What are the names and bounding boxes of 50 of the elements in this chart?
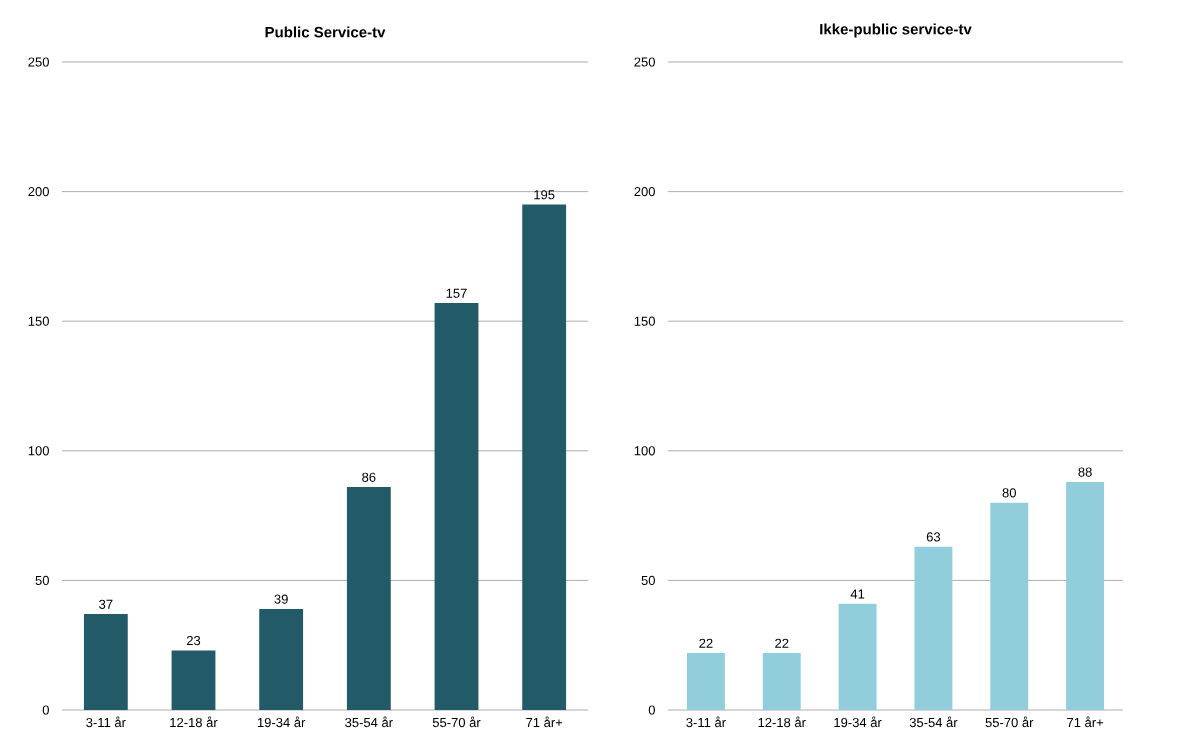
y-tick-label: 100 bbox=[28, 446, 49, 456]
chart-title: Ikke-public service-tv bbox=[820, 23, 972, 38]
y-tick-label: 150 bbox=[28, 316, 49, 326]
y-tick-label: 200 bbox=[28, 186, 49, 197]
bar bbox=[522, 204, 567, 710]
x-tick-label: 3-11 år bbox=[686, 716, 726, 728]
bar bbox=[171, 650, 216, 710]
y-tick-label: 200 bbox=[634, 186, 655, 197]
data-label: 157 bbox=[446, 288, 467, 298]
bar bbox=[990, 502, 1029, 710]
bar bbox=[434, 303, 479, 710]
x-tick-label: 55-70 år bbox=[985, 716, 1034, 728]
x-tick-label: 3-11 år bbox=[86, 716, 126, 728]
y-tick-label: 250 bbox=[28, 57, 49, 67]
y-tick-label: 50 bbox=[641, 575, 655, 585]
y-tick-label: 0 bbox=[42, 705, 49, 715]
bar bbox=[838, 603, 877, 710]
bar bbox=[346, 487, 391, 710]
bar bbox=[259, 608, 304, 710]
bar bbox=[762, 652, 801, 710]
y-tick-label: 150 bbox=[634, 316, 655, 326]
y-tick-label: 50 bbox=[35, 575, 49, 585]
x-tick-label: 12-18 år bbox=[170, 716, 218, 728]
y-tick-label: 0 bbox=[648, 705, 655, 715]
data-label: 195 bbox=[534, 190, 555, 200]
bar bbox=[914, 546, 953, 710]
x-tick-label: 55-70 år bbox=[432, 716, 481, 728]
bar bbox=[83, 614, 128, 710]
data-label: 41 bbox=[850, 589, 865, 599]
data-label: 22 bbox=[775, 638, 789, 648]
y-tick-label: 100 bbox=[634, 446, 655, 456]
bar bbox=[1066, 481, 1105, 710]
chart-title: Public Service-tv bbox=[265, 26, 386, 38]
data-label: 23 bbox=[186, 635, 201, 646]
x-tick-label: 19-34 år bbox=[257, 716, 306, 728]
data-label: 80 bbox=[1002, 488, 1016, 498]
data-label: 86 bbox=[362, 472, 376, 482]
x-tick-label: 71 år+ bbox=[526, 716, 563, 728]
y-tick-label: 250 bbox=[634, 57, 655, 67]
bar bbox=[686, 652, 725, 710]
data-label: 39 bbox=[274, 594, 288, 604]
x-tick-label: 71 år+ bbox=[1067, 716, 1104, 728]
x-tick-label: 19-34 år bbox=[834, 716, 882, 728]
x-tick-label: 12-18 år bbox=[758, 716, 806, 728]
x-tick-label: 35-54 år bbox=[345, 716, 393, 728]
data-label: 22 bbox=[699, 638, 713, 648]
data-label: 37 bbox=[99, 599, 113, 609]
data-label: 63 bbox=[926, 532, 941, 542]
x-tick-label: 35-54 år bbox=[909, 716, 958, 728]
data-label: 88 bbox=[1078, 467, 1092, 477]
